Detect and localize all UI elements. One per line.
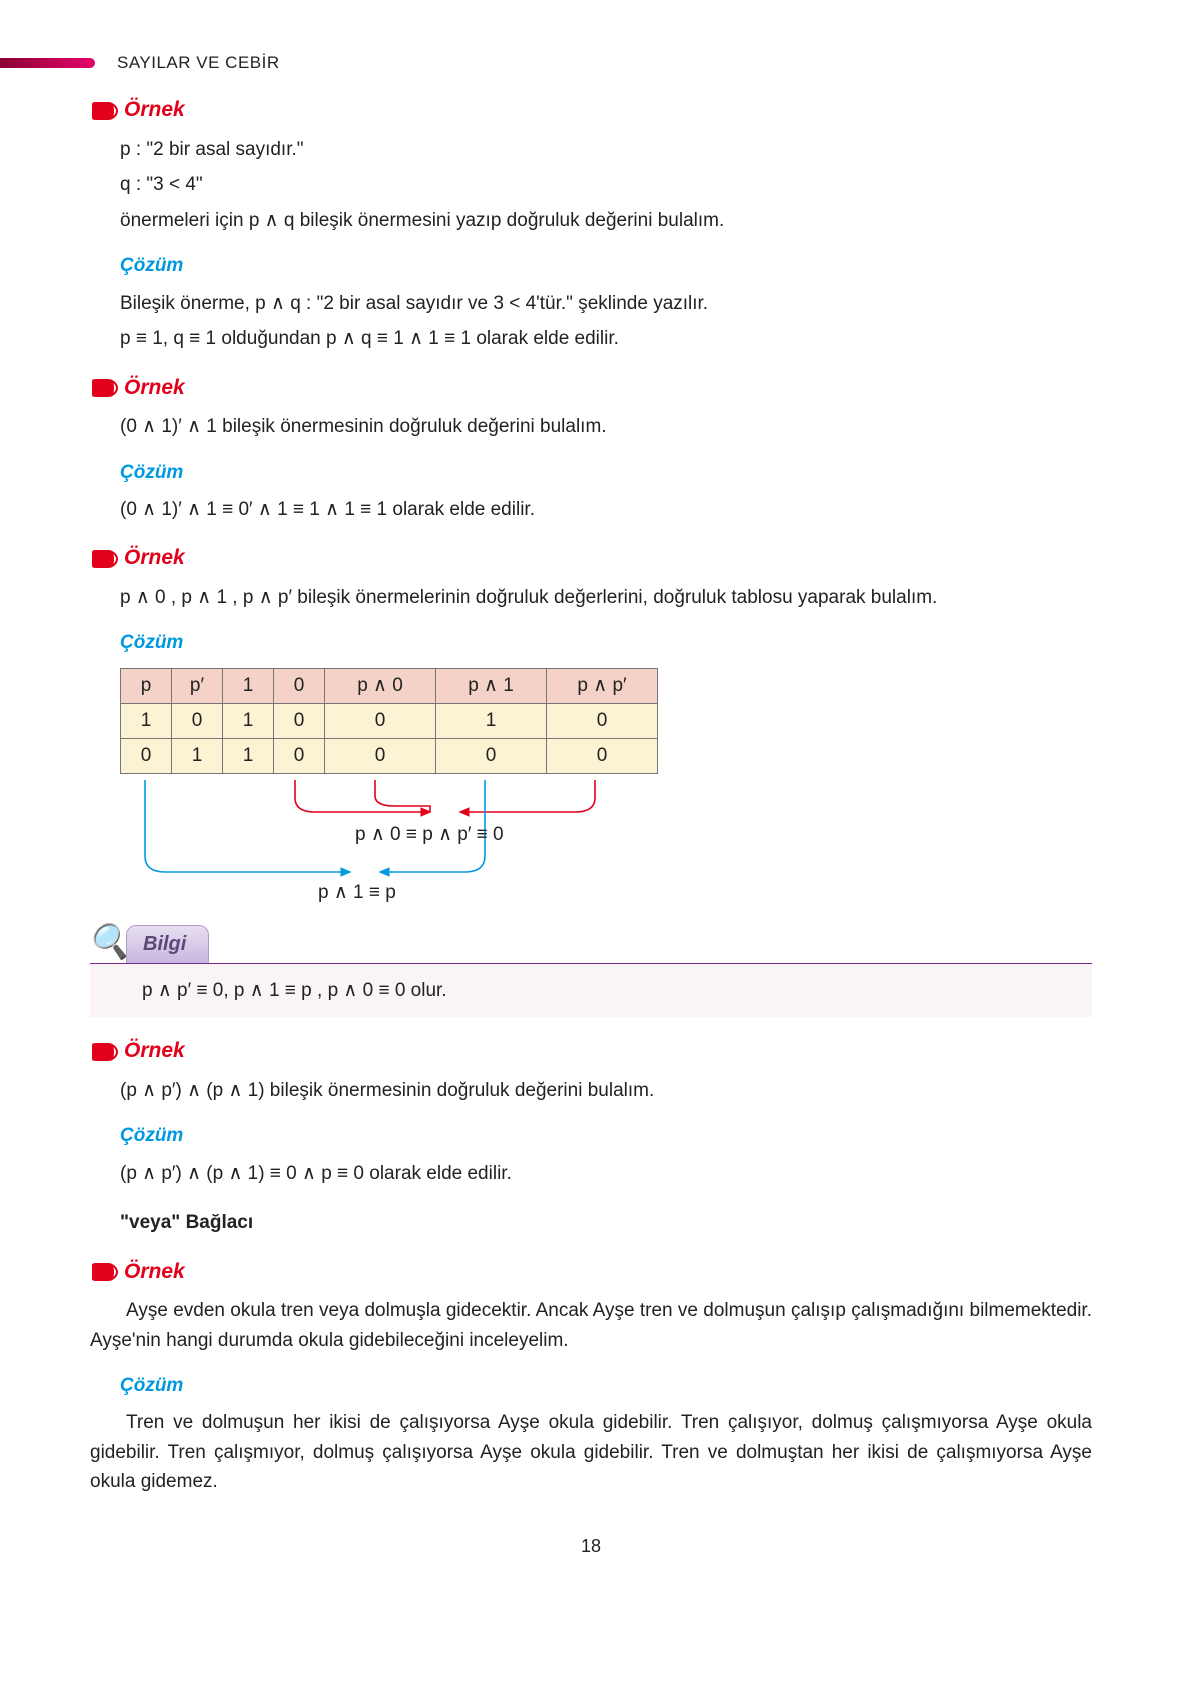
cozum-label: Çözüm bbox=[120, 458, 1092, 487]
ex4-prompt: (p ∧ p′) ∧ (p ∧ 1) bileşik önermesinin d… bbox=[120, 1076, 1092, 1105]
ornek-heading: Örnek bbox=[90, 1256, 1092, 1289]
table-cell: 1 bbox=[223, 738, 274, 773]
table-cell: 0 bbox=[436, 738, 547, 773]
truth-table: pp′10p ∧ 0p ∧ 1p ∧ p′10100100110000 bbox=[120, 668, 658, 774]
page-header: SAYILAR VE CEBİR bbox=[0, 50, 1092, 76]
header-title: SAYILAR VE CEBİR bbox=[117, 50, 280, 76]
table-cell: 0 bbox=[172, 703, 223, 738]
ornek-icon bbox=[90, 100, 118, 122]
table-header: p ∧ 0 bbox=[325, 668, 436, 703]
table-header: p ∧ 1 bbox=[436, 668, 547, 703]
ex1-sol1: Bileşik önerme, p ∧ q : "2 bir asal sayı… bbox=[120, 289, 1092, 318]
ornek-icon bbox=[90, 1041, 118, 1063]
cozum-label: Çözüm bbox=[120, 1121, 1092, 1150]
ornek-heading: Örnek bbox=[90, 94, 1092, 127]
ex1-p: p : "2 bir asal sayıdır." bbox=[120, 135, 1092, 164]
ex1-sol2: p ≡ 1, q ≡ 1 olduğundan p ∧ q ≡ 1 ∧ 1 ≡ … bbox=[120, 324, 1092, 353]
ex4-sol: (p ∧ p′) ∧ (p ∧ 1) ≡ 0 ∧ p ≡ 0 olarak el… bbox=[120, 1159, 1092, 1188]
ornek-icon bbox=[90, 377, 118, 399]
table-cell: 0 bbox=[274, 738, 325, 773]
arrow-label-2: p ∧ 1 ≡ p bbox=[318, 878, 396, 907]
veya-prompt: Ayşe evden okula tren veya dolmuşla gide… bbox=[90, 1296, 1092, 1355]
ex3-prompt: p ∧ 0 , p ∧ 1 , p ∧ p′ bileşik önermeler… bbox=[120, 583, 1092, 612]
veya-subhead: "veya" Bağlacı bbox=[120, 1208, 1092, 1237]
table-header: p ∧ p′ bbox=[547, 668, 658, 703]
bilgi-tab: 🔍 Bilgi bbox=[126, 925, 209, 963]
table-cell: 0 bbox=[325, 703, 436, 738]
ex1-q: q : "3 < 4" bbox=[120, 170, 1092, 199]
table-header: p bbox=[121, 668, 172, 703]
bilgi-content: p ∧ p′ ≡ 0, p ∧ 1 ≡ p , p ∧ 0 ≡ 0 olur. bbox=[90, 964, 1092, 1017]
arrow-label-1: p ∧ 0 ≡ p ∧ p′ ≡ 0 bbox=[355, 820, 504, 849]
cozum-label: Çözüm bbox=[120, 1371, 1092, 1400]
table-header: p′ bbox=[172, 668, 223, 703]
ornek-heading: Örnek bbox=[90, 542, 1092, 575]
ornek-heading: Örnek bbox=[90, 1035, 1092, 1068]
table-header: 0 bbox=[274, 668, 325, 703]
header-pill-icon bbox=[0, 58, 95, 68]
ornek-label: Örnek bbox=[124, 372, 185, 405]
table-cell: 1 bbox=[172, 738, 223, 773]
ornek-label: Örnek bbox=[124, 1035, 185, 1068]
bilgi-label: Bilgi bbox=[143, 933, 186, 955]
table-cell: 0 bbox=[274, 703, 325, 738]
veya-sol: Tren ve dolmuşun her ikisi de çalışıyors… bbox=[90, 1408, 1092, 1496]
cozum-label: Çözüm bbox=[120, 251, 1092, 280]
arrow-diagram: p ∧ 0 ≡ p ∧ p′ ≡ 0 p ∧ 1 ≡ p bbox=[120, 778, 705, 913]
ornek-label: Örnek bbox=[124, 542, 185, 575]
ornek-heading: Örnek bbox=[90, 372, 1092, 405]
table-cell: 0 bbox=[325, 738, 436, 773]
ex2-prompt: (0 ∧ 1)′ ∧ 1 bileşik önermesinin doğrulu… bbox=[120, 412, 1092, 441]
table-cell: 0 bbox=[547, 703, 658, 738]
table-cell: 1 bbox=[436, 703, 547, 738]
table-cell: 1 bbox=[121, 703, 172, 738]
bilgi-block: 🔍 Bilgi p ∧ p′ ≡ 0, p ∧ 1 ≡ p , p ∧ 0 ≡ … bbox=[90, 925, 1092, 1017]
ornek-label: Örnek bbox=[124, 94, 185, 127]
cozum-label: Çözüm bbox=[120, 628, 1092, 657]
table-cell: 0 bbox=[547, 738, 658, 773]
ornek-icon bbox=[90, 1261, 118, 1283]
ornek-icon bbox=[90, 548, 118, 570]
ex2-sol: (0 ∧ 1)′ ∧ 1 ≡ 0′ ∧ 1 ≡ 1 ∧ 1 ≡ 1 olarak… bbox=[120, 495, 1092, 524]
table-header: 1 bbox=[223, 668, 274, 703]
ornek-label: Örnek bbox=[124, 1256, 185, 1289]
page-number: 18 bbox=[90, 1533, 1092, 1561]
ex1-prompt: önermeleri için p ∧ q bileşik önermesini… bbox=[120, 206, 1092, 235]
table-cell: 1 bbox=[223, 703, 274, 738]
table-cell: 0 bbox=[121, 738, 172, 773]
magnifier-icon: 🔍 bbox=[87, 916, 129, 969]
